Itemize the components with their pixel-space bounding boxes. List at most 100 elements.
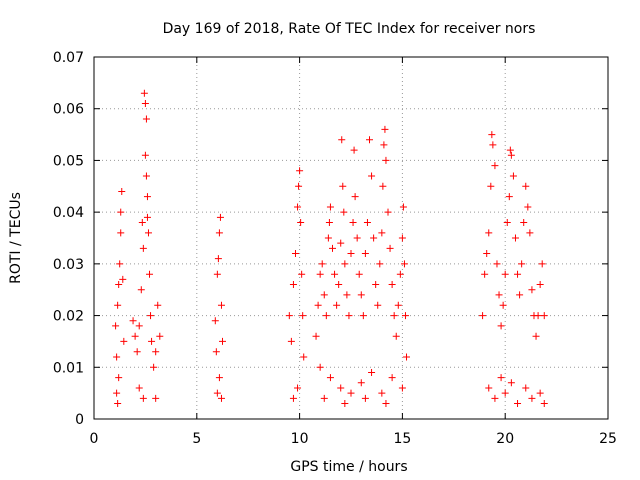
data-point (156, 332, 164, 340)
data-point (287, 337, 295, 345)
data-point (291, 250, 299, 258)
data-point (349, 218, 357, 226)
data-point (536, 389, 544, 397)
data-point (398, 234, 406, 242)
data-point (386, 244, 394, 252)
data-point (213, 270, 221, 278)
data-point (540, 312, 548, 320)
data-point (316, 363, 324, 371)
data-point (400, 260, 408, 268)
data-point (394, 301, 402, 309)
chart-title: Day 169 of 2018, Rate Of TEC Index for r… (163, 21, 536, 37)
data-point (382, 399, 390, 407)
data-point (540, 399, 548, 407)
data-point (379, 182, 387, 190)
data-point (219, 337, 226, 345)
data-point (340, 208, 348, 216)
data-point (215, 374, 223, 382)
data-point (363, 218, 371, 226)
data-point (328, 244, 336, 252)
data-point (506, 146, 514, 154)
data-point (120, 337, 128, 345)
data-point (493, 260, 501, 268)
data-point (150, 363, 158, 371)
data-point (532, 332, 540, 340)
data-point (320, 291, 328, 299)
data-point (516, 291, 524, 299)
data-point (211, 317, 219, 325)
data-point (345, 312, 353, 320)
data-point (138, 218, 146, 226)
data-point (487, 182, 495, 190)
y-tick-label: 0.03 (53, 257, 84, 273)
data-point (154, 301, 162, 309)
data-point (285, 312, 293, 320)
data-point (355, 270, 363, 278)
data-point (501, 270, 509, 278)
data-point (141, 151, 149, 159)
y-tick-label: 0.02 (53, 309, 84, 325)
points-layer (112, 89, 548, 407)
data-point (115, 281, 123, 289)
data-point (143, 193, 151, 201)
data-point (148, 337, 156, 345)
data-point (368, 172, 376, 180)
y-tick-label: 0.06 (53, 102, 84, 118)
data-point (320, 394, 328, 402)
data-point (536, 281, 544, 289)
data-point (298, 270, 306, 278)
y-tick-label: 0.04 (53, 205, 84, 221)
data-point (518, 260, 526, 268)
data-point (343, 291, 351, 299)
data-point (479, 312, 487, 320)
data-point (359, 312, 367, 320)
x-tick-label: 15 (393, 431, 411, 447)
data-point (289, 394, 297, 402)
data-point (376, 260, 384, 268)
data-point (139, 394, 147, 402)
data-point (147, 312, 155, 320)
data-point (388, 374, 396, 382)
data-point (499, 301, 507, 309)
data-point (489, 141, 497, 149)
data-point (217, 301, 225, 309)
data-point (522, 182, 530, 190)
data-point (347, 250, 355, 258)
plot-frame (93, 56, 609, 420)
x-tick-label: 20 (496, 431, 514, 447)
data-point (374, 301, 382, 309)
data-point (314, 301, 322, 309)
data-point (212, 348, 220, 356)
data-point (522, 384, 530, 392)
data-point (296, 167, 304, 175)
data-point (140, 89, 148, 97)
y-tick-label: 0 (75, 412, 84, 428)
data-point (384, 208, 392, 216)
data-point (351, 193, 359, 201)
data-point (137, 286, 145, 294)
data-point (146, 270, 154, 278)
data-point (213, 389, 221, 397)
data-point (528, 394, 536, 402)
data-point (495, 291, 503, 299)
data-point (401, 312, 409, 320)
data-point (501, 389, 509, 397)
data-point (324, 234, 332, 242)
y-tick-label: 0.07 (53, 50, 84, 66)
data-point (380, 141, 388, 149)
data-point (216, 213, 224, 221)
x-axis-label: GPS time / hours (290, 459, 407, 475)
data-point (337, 239, 345, 247)
data-point (143, 213, 151, 221)
data-point (135, 384, 143, 392)
data-point (507, 379, 515, 387)
x-tick-label: 10 (291, 431, 309, 447)
data-point (142, 115, 150, 123)
data-point (129, 317, 137, 325)
data-point (353, 234, 361, 242)
data-point (142, 172, 150, 180)
data-point (118, 187, 126, 195)
data-point (299, 312, 307, 320)
data-point (514, 270, 522, 278)
y-tick-label: 0.01 (53, 360, 84, 376)
